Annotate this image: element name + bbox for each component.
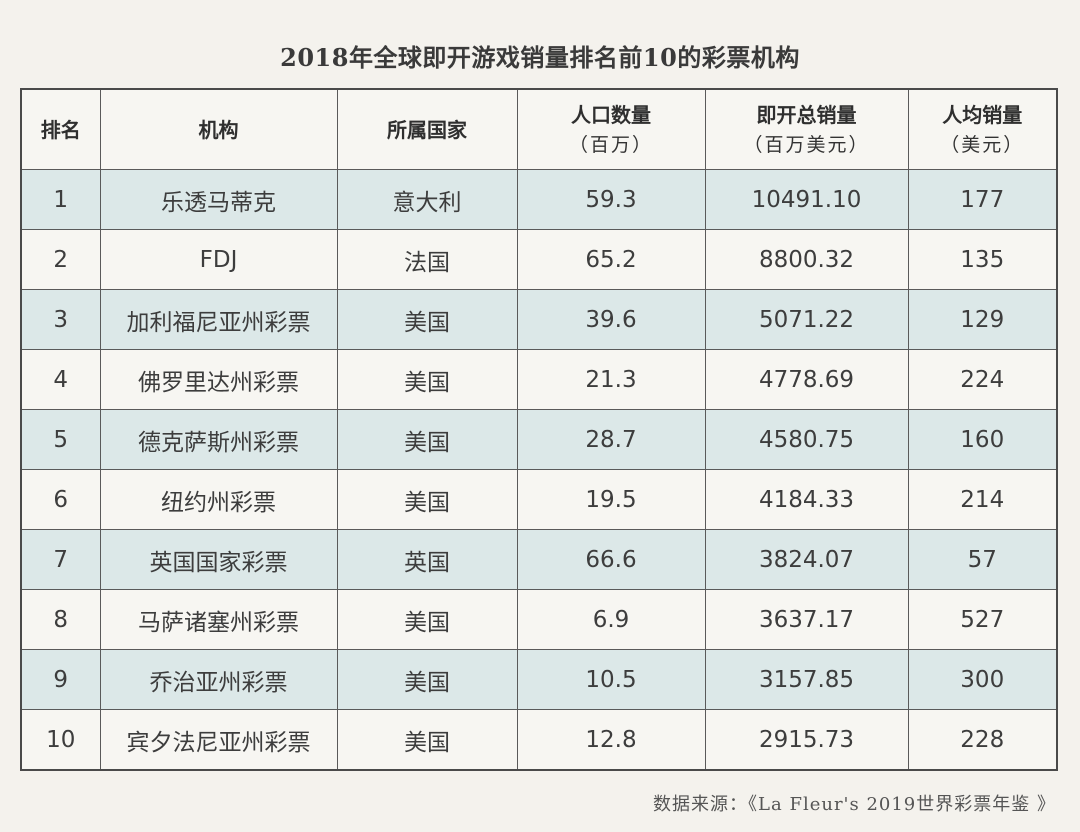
column-header-label: 人均销量 (942, 102, 1023, 127)
table-row: 5 德克萨斯州彩票 美国 28.7 4580.75 160 (20, 409, 1058, 470)
cell-total-sales: 4580.75 (704, 409, 909, 470)
cell-per-capita-sales: 129 (907, 289, 1058, 350)
column-header-rank: 排名 (20, 88, 101, 170)
cell-country: 美国 (336, 469, 518, 530)
header-row: 排名 机构 所属国家 人口数量 （百万） 即开总销量 （百万美元） 人均销量 （美元） (20, 88, 1058, 170)
cell-population: 39.6 (516, 289, 706, 350)
cell-rank: 3 (20, 289, 101, 350)
cell-per-capita-sales: 228 (907, 709, 1058, 771)
cell-rank: 8 (20, 589, 101, 650)
cell-country: 法国 (336, 229, 518, 290)
cell-rank: 9 (20, 649, 101, 710)
column-header-country: 所属国家 (336, 88, 518, 170)
cell-organization: 乔治亚州彩票 (99, 649, 338, 710)
column-header-organization: 机构 (99, 88, 338, 170)
cell-total-sales: 8800.32 (704, 229, 909, 290)
cell-total-sales: 2915.73 (704, 709, 909, 771)
table-row: 1 乐透马蒂克 意大利 59.3 10491.10 177 (20, 169, 1058, 230)
cell-organization: 英国国家彩票 (99, 529, 338, 590)
cell-per-capita-sales: 300 (907, 649, 1058, 710)
cell-organization: 佛罗里达州彩票 (99, 349, 338, 410)
cell-total-sales: 4184.33 (704, 469, 909, 530)
cell-rank: 10 (20, 709, 101, 771)
column-header-unit: （美元） (940, 133, 1025, 156)
cell-organization: 乐透马蒂克 (99, 169, 338, 230)
column-header-label: 排名 (40, 117, 81, 142)
cell-country: 英国 (336, 529, 518, 590)
cell-total-sales: 4778.69 (704, 349, 909, 410)
cell-country: 美国 (336, 709, 518, 771)
table-row: 8 马萨诸塞州彩票 美国 6.9 3637.17 527 (20, 589, 1058, 650)
cell-total-sales: 3157.85 (704, 649, 909, 710)
lottery-ranking-table: 排名 机构 所属国家 人口数量 （百万） 即开总销量 （百万美元） 人均销量 （美元）… (20, 88, 1058, 771)
cell-country: 美国 (336, 409, 518, 470)
cell-rank: 7 (20, 529, 101, 590)
cell-country: 美国 (336, 349, 518, 410)
cell-per-capita-sales: 224 (907, 349, 1058, 410)
cell-per-capita-sales: 214 (907, 469, 1058, 530)
column-header-unit: （百万） (568, 133, 653, 156)
column-header-label: 机构 (198, 117, 239, 142)
table-row: 7 英国国家彩票 英国 66.6 3824.07 57 (20, 529, 1058, 590)
cell-rank: 2 (20, 229, 101, 290)
column-header-per-capita-sales: 人均销量 （美元） (907, 88, 1058, 170)
cell-organization: 纽约州彩票 (99, 469, 338, 530)
cell-total-sales: 3824.07 (704, 529, 909, 590)
cell-total-sales: 3637.17 (704, 589, 909, 650)
column-header-total-sales: 即开总销量 （百万美元） (704, 88, 909, 170)
cell-population: 12.8 (516, 709, 706, 771)
data-source-note: 数据来源：《La Fleur's 2019世界彩票年鉴 》 (653, 794, 1056, 815)
cell-population: 19.5 (516, 469, 706, 530)
cell-organization: 加利福尼亚州彩票 (99, 289, 338, 350)
cell-population: 10.5 (516, 649, 706, 710)
cell-total-sales: 10491.10 (704, 169, 909, 230)
table-row: 2 FDJ 法国 65.2 8800.32 135 (20, 229, 1058, 290)
cell-per-capita-sales: 57 (907, 529, 1058, 590)
cell-per-capita-sales: 527 (907, 589, 1058, 650)
table-row: 10 宾夕法尼亚州彩票 美国 12.8 2915.73 228 (20, 709, 1058, 771)
column-header-label: 人口数量 (571, 102, 651, 127)
table-row: 3 加利福尼亚州彩票 美国 39.6 5071.22 129 (20, 289, 1058, 350)
cell-per-capita-sales: 177 (907, 169, 1058, 230)
column-header-population: 人口数量 （百万） (516, 88, 706, 170)
cell-population: 65.2 (516, 229, 706, 290)
cell-organization: 宾夕法尼亚州彩票 (99, 709, 338, 771)
cell-rank: 6 (20, 469, 101, 530)
table-row: 4 佛罗里达州彩票 美国 21.3 4778.69 224 (20, 349, 1058, 410)
cell-country: 美国 (336, 589, 518, 650)
cell-country: 美国 (336, 289, 518, 350)
cell-rank: 1 (20, 169, 101, 230)
cell-population: 59.3 (516, 169, 706, 230)
cell-per-capita-sales: 160 (907, 409, 1058, 470)
cell-rank: 4 (20, 349, 101, 410)
cell-country: 意大利 (336, 169, 518, 230)
cell-population: 21.3 (516, 349, 706, 410)
page-title: 2018年全球即开游戏销量排名前10的彩票机构 (280, 43, 800, 72)
table-row: 6 纽约州彩票 美国 19.5 4184.33 214 (20, 469, 1058, 530)
column-header-label: 即开总销量 (756, 102, 857, 127)
cell-total-sales: 5071.22 (704, 289, 909, 350)
cell-population: 66.6 (516, 529, 706, 590)
cell-organization: 马萨诸塞州彩票 (99, 589, 338, 650)
column-header-label: 所属国家 (387, 117, 467, 142)
cell-population: 28.7 (516, 409, 706, 470)
cell-organization: 德克萨斯州彩票 (99, 409, 338, 470)
table-body: 1 乐透马蒂克 意大利 59.3 10491.10 177 2 FDJ 法国 6… (20, 169, 1058, 771)
table-row: 9 乔治亚州彩票 美国 10.5 3157.85 300 (20, 649, 1058, 710)
cell-organization: FDJ (99, 229, 338, 290)
cell-population: 6.9 (516, 589, 706, 650)
cell-country: 美国 (336, 649, 518, 710)
cell-per-capita-sales: 135 (907, 229, 1058, 290)
column-header-unit: （百万美元） (743, 133, 870, 156)
cell-rank: 5 (20, 409, 101, 470)
